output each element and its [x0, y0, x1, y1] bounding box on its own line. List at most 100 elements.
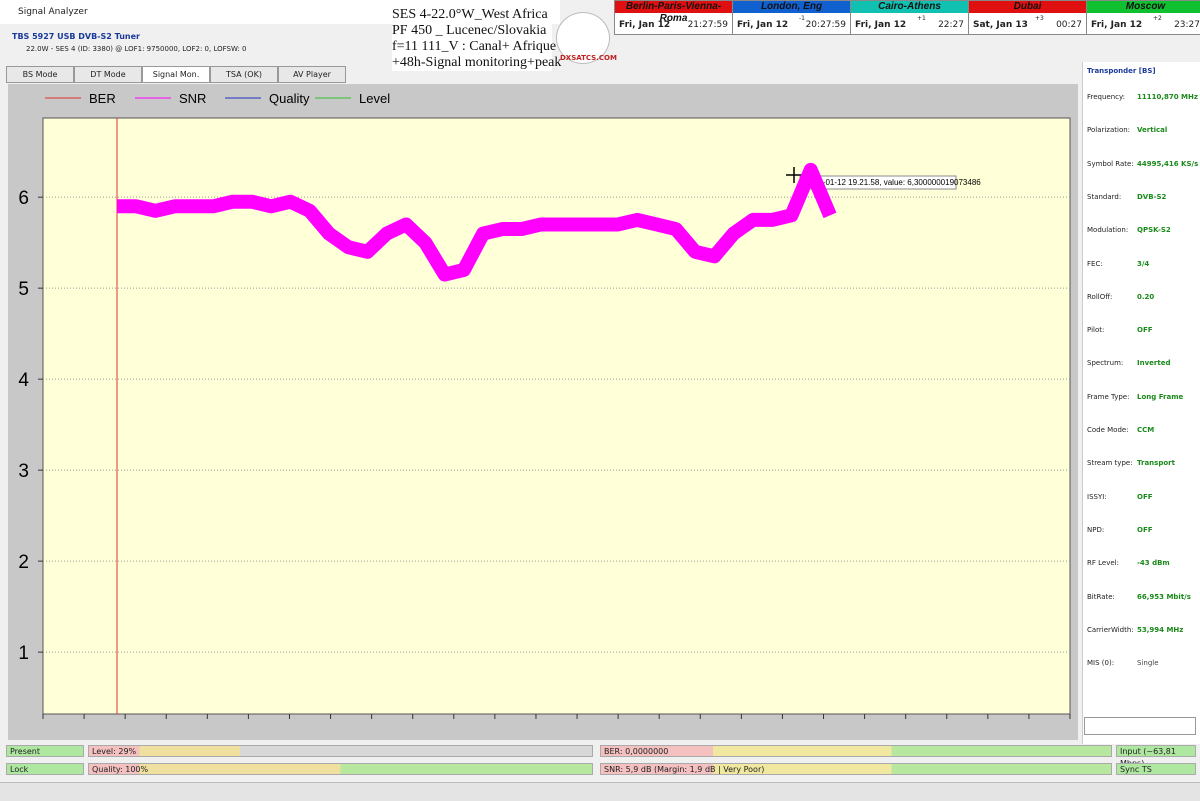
panel-label: FEC: — [1087, 259, 1103, 268]
cursor — [786, 167, 802, 183]
panel-label: Code Mode: — [1087, 426, 1129, 434]
panel-label: Frequency: — [1087, 93, 1126, 101]
status-bar: SNR: 5,9 dB (Margin: 1,9 dB | Very Poor) — [600, 763, 1112, 775]
panel-value: OFF — [1137, 492, 1153, 501]
panel-label: Symbol Rate: — [1087, 159, 1134, 168]
clock-city: Berlin-Paris-Vienna-Roma — [615, 1, 732, 24]
clock-date: Fri, Jan 12 — [619, 20, 671, 30]
clock-offset: +1 — [917, 15, 926, 22]
panel-label: Standard: — [1087, 192, 1122, 201]
panel-value: DVB-S2 — [1137, 192, 1167, 201]
clock-date: Fri, Jan 12 — [855, 20, 907, 30]
tooltip: 2024-01-12 19.21.58, value: 6,3000000190… — [805, 178, 981, 187]
panel-button[interactable] — [1084, 717, 1196, 735]
tab[interactable]: AV Player — [278, 66, 346, 83]
y-tick-label: 2 — [18, 552, 29, 573]
clock-time: 23:27 — [1174, 20, 1200, 30]
clock-city: London, Eng — [733, 1, 850, 13]
legend-label: BER — [89, 91, 116, 106]
panel-value: OFF — [1137, 525, 1153, 534]
panel-label: Spectrum: — [1087, 359, 1124, 368]
panel-value: Long Frame — [1137, 392, 1184, 401]
window-title: Signal Analyzer — [18, 7, 88, 17]
panel-value: 44995,416 KS/s — [1137, 159, 1199, 168]
panel-label: CarrierWidth: — [1087, 625, 1134, 634]
panel-label: NPD: — [1087, 525, 1105, 534]
panel-label: RollOff: — [1087, 292, 1113, 301]
caption-line: f=11 111_V : Canal+ Afrique — [392, 39, 557, 54]
clock-offset: +3 — [1035, 15, 1044, 22]
logo-text: DXSATCS.COM — [560, 54, 617, 62]
y-tick-label: 5 — [18, 279, 29, 300]
panel-value: 3/4 — [1137, 259, 1150, 268]
clock-offset: +2 — [1153, 15, 1162, 22]
y-tick-label: 4 — [18, 370, 29, 391]
legend-label: Quality — [269, 91, 310, 106]
snr-line — [117, 162, 837, 282]
panel-value: 11110,870 MHz — [1137, 93, 1198, 101]
legend-label: SNR — [179, 91, 206, 106]
panel-label: Modulation: — [1087, 226, 1129, 235]
transponder-panel — [1082, 62, 1200, 744]
chart: BER SNR Quality Level 2024-01-12 19.21.58, … — [8, 84, 1078, 740]
status-bar: Level: 29% — [88, 745, 593, 757]
clock: Cairo-Athens Fri, Jan 12 +1 22:27 — [850, 0, 969, 35]
y-tick-label: 1 — [18, 643, 29, 664]
y-tick-label: 6 — [18, 188, 29, 209]
panel-value: Transport — [1137, 459, 1175, 468]
clock-date: Fri, Jan 12 — [737, 20, 789, 30]
plot-area — [42, 117, 1071, 715]
clock: Dubai Sat, Jan 13 +3 00:27 — [968, 0, 1087, 35]
panel-value: CCM — [1137, 426, 1155, 434]
y-tick-label: 3 — [18, 461, 29, 482]
panel-label: BitRate: — [1087, 592, 1115, 601]
panel-label: Frame Type: — [1087, 392, 1130, 401]
status-bar: Input (~63,81 Mbps) — [1116, 745, 1196, 768]
panel-value: OFF — [1137, 326, 1153, 335]
footer — [0, 782, 1200, 801]
tab[interactable]: TSA (OK) — [210, 66, 278, 83]
logo-circle — [556, 12, 610, 64]
panel-value: -43 dBm — [1137, 559, 1170, 568]
panel-value: 0.20 — [1137, 292, 1155, 301]
clock: Moscow Fri, Jan 12 +2 23:27 — [1086, 0, 1200, 35]
clock-date: Sat, Jan 13 — [973, 20, 1028, 30]
clock-time: 21:27:59 — [687, 20, 728, 30]
status-bar: Present — [6, 745, 84, 757]
panel-label: Stream type: — [1087, 459, 1133, 468]
caption-line: +48h-Signal monitoring+peak — [392, 55, 562, 70]
clock-time: 22:27 — [938, 20, 964, 30]
panel-label: Polarization: — [1087, 126, 1131, 135]
tuner-info: 22.0W - SES 4 (ID: 3380) @ LOF1: 9750000… — [26, 45, 247, 53]
status-bar: Sync TS — [1116, 763, 1196, 775]
tuner-name: TBS 5927 USB DVB-S2 Tuner — [12, 32, 140, 41]
clock-date: Fri, Jan 12 — [1091, 20, 1143, 30]
panel-title: Transponder [BS] — [1087, 67, 1156, 75]
clock-time: 00:27 — [1056, 20, 1082, 30]
panel-value: 53,994 MHz — [1137, 625, 1184, 634]
clock: Berlin-Paris-Vienna-Roma Fri, Jan 12 21:27… — [614, 0, 733, 35]
status-bar: Quality: 100% — [88, 763, 593, 775]
caption-line: PF 450 _ Lucenec/Slovakia — [392, 23, 547, 38]
clock-city: Cairo-Athens — [851, 1, 968, 13]
panel-value: Single — [1137, 659, 1159, 668]
clock-offset: -1 — [799, 15, 805, 22]
tab[interactable]: Signal Mon. — [142, 66, 210, 83]
panel-label: Pilot: — [1087, 326, 1105, 335]
panel-value: 66,953 Mbit/s — [1137, 592, 1191, 601]
panel-value: Inverted — [1137, 359, 1171, 368]
status-bar: BER: 0,0000000 — [600, 745, 1112, 757]
status-bar: Lock — [6, 763, 84, 775]
panel-label: ISSYI: — [1087, 492, 1107, 501]
legend-label: Level — [359, 91, 390, 106]
clock-city: Dubai — [969, 1, 1086, 13]
panel-value: Vertical — [1137, 126, 1168, 135]
caption: SES 4-22.0°W_West Africa PF 450 _ Lucenec… — [392, 7, 562, 71]
clock-city: Moscow — [1087, 1, 1200, 13]
tab[interactable]: DT Mode — [74, 66, 142, 83]
caption-line: SES 4-22.0°W_West Africa — [392, 7, 548, 22]
panel-label: MIS (0): — [1087, 659, 1115, 668]
clock: London, Eng Fri, Jan 12 -1 20:27:59 — [732, 0, 851, 35]
tab[interactable]: BS Mode — [6, 66, 74, 83]
